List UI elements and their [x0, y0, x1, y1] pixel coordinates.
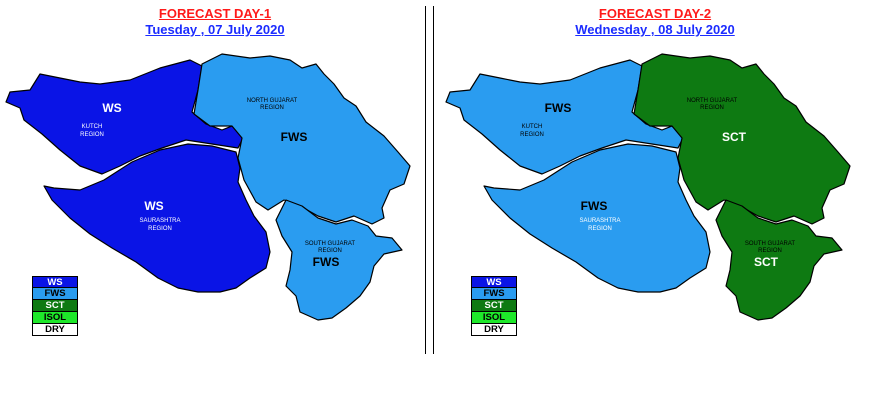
day1-north-name-2: REGION	[260, 105, 284, 111]
day2-south-name-2: REGION	[758, 248, 782, 254]
legend-row-dry: DRY	[32, 324, 78, 336]
day1-saurashtra-name-2: REGION	[148, 226, 172, 232]
day1-south-code: FWS	[313, 255, 340, 269]
day1-saurashtra-name-1: SAURASHTRA	[139, 218, 180, 224]
day2-legend: WS FWS SCT ISOL DRY	[471, 276, 517, 336]
legend-row-isol: ISOL	[471, 312, 517, 324]
day2-kutch-code: FWS	[545, 101, 572, 115]
day2-panel: FORECAST DAY-2 Wednesday , 08 July 2020 …	[440, 0, 870, 360]
legend-row-ws: WS	[471, 276, 517, 288]
day2-date: Wednesday , 08 July 2020	[575, 22, 735, 37]
legend-row-isol: ISOL	[32, 312, 78, 324]
day1-north-code: FWS	[281, 130, 308, 144]
day2-title: FORECAST DAY-2	[598, 6, 712, 21]
day2-north-name-1: NORTH GUJARAT	[687, 98, 738, 104]
day2-kutch-name-1: KUTCH	[522, 124, 543, 130]
day2-region-north	[633, 53, 851, 225]
day2-north-code: SCT	[722, 130, 747, 144]
legend-row-fws: FWS	[32, 288, 78, 300]
day2-saurashtra-name-2: REGION	[588, 226, 612, 232]
day2-region-kutch	[445, 59, 685, 175]
day1-saurashtra-code: WS	[144, 199, 163, 213]
day1-north-name-1: NORTH GUJARAT	[247, 98, 298, 104]
day1-kutch-name-1: KUTCH	[82, 124, 103, 130]
day2-kutch-name-2: REGION	[520, 132, 544, 138]
day2-saurashtra-code: FWS	[581, 199, 608, 213]
legend-row-sct: SCT	[32, 300, 78, 312]
day1-map: KUTCH REGION NORTH GUJARAT REGION SAURAS…	[5, 53, 411, 321]
panel-divider-left	[425, 6, 426, 354]
day2-region-south	[715, 199, 843, 321]
day1-region-north	[193, 53, 411, 225]
day1-kutch-code: WS	[102, 101, 121, 115]
day2-map: KUTCH REGION NORTH GUJARAT REGION SAURAS…	[445, 53, 851, 321]
day1-region-kutch	[5, 59, 245, 175]
legend-row-ws: WS	[32, 276, 78, 288]
day1-legend: WS FWS SCT ISOL DRY	[32, 276, 78, 336]
day1-date: Tuesday , 07 July 2020	[145, 22, 285, 37]
legend-row-fws: FWS	[471, 288, 517, 300]
day1-region-south	[275, 199, 403, 321]
day1-south-name-2: REGION	[318, 248, 342, 254]
day1-south-name-1: SOUTH GUJARAT	[305, 241, 356, 247]
day2-south-code: SCT	[754, 255, 779, 269]
day1-panel: FORECAST DAY-1 Tuesday , 07 July 2020 KU…	[0, 0, 430, 360]
day2-north-name-2: REGION	[700, 105, 724, 111]
day2-south-name-1: SOUTH GUJARAT	[745, 241, 796, 247]
day1-kutch-name-2: REGION	[80, 132, 104, 138]
legend-row-sct: SCT	[471, 300, 517, 312]
day1-title: FORECAST DAY-1	[158, 6, 272, 21]
day2-saurashtra-name-1: SAURASHTRA	[579, 218, 620, 224]
legend-row-dry: DRY	[471, 324, 517, 336]
panel-divider-right	[433, 6, 434, 354]
